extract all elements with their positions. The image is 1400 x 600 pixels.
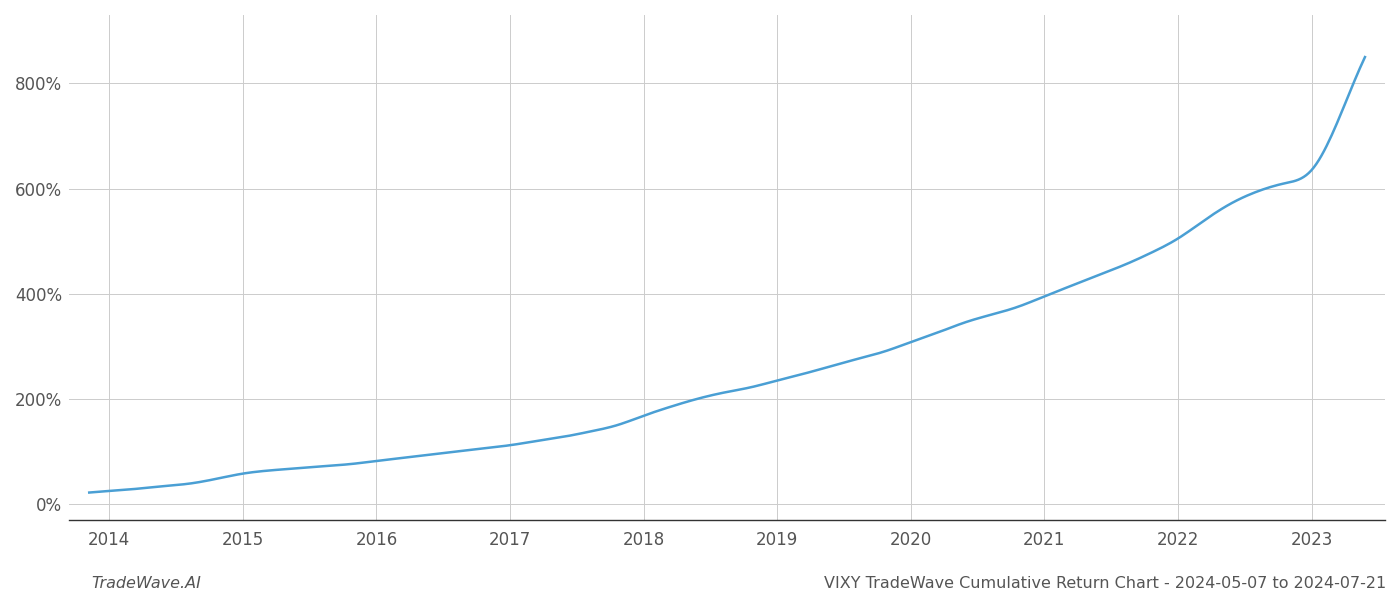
- Text: TradeWave.AI: TradeWave.AI: [91, 576, 200, 591]
- Text: VIXY TradeWave Cumulative Return Chart - 2024-05-07 to 2024-07-21: VIXY TradeWave Cumulative Return Chart -…: [823, 576, 1386, 591]
